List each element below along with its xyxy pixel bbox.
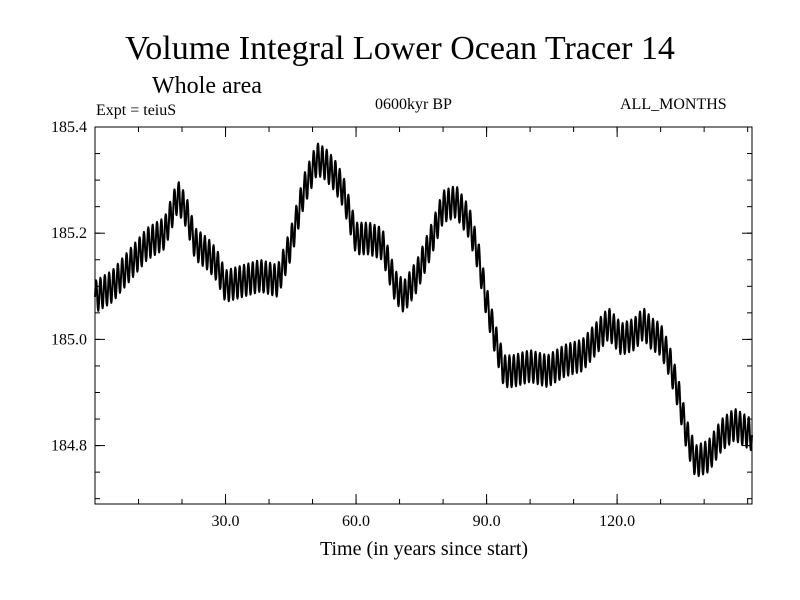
plot-frame	[94, 126, 753, 505]
y-tick-label: 184.8	[51, 438, 87, 455]
x-tick-label: 120.0	[599, 513, 635, 530]
months-label: ALL_MONTHS	[620, 96, 727, 113]
chart-title: Volume Integral Lower Ocean Tracer 14	[125, 30, 675, 67]
y-tick-label: 185.2	[51, 225, 87, 242]
x-tick-label: 90.0	[473, 513, 501, 530]
axis-tick-labels: 30.0 60.0 90.0 120.0 184.8 185.0 185.2 185.4	[51, 119, 635, 530]
experiment-label: Expt = teiuS	[96, 102, 177, 119]
chart-subtitle: Whole area	[152, 73, 262, 99]
period-label: 0600kyr BP	[375, 96, 452, 113]
x-tick-label: 30.0	[212, 513, 240, 530]
x-axis-label: Time (in years since start)	[319, 538, 529, 560]
x-tick-label: 60.0	[342, 513, 370, 530]
axis-ticks	[95, 126, 752, 504]
y-tick-label: 185.0	[51, 331, 87, 348]
series-line	[94, 142, 753, 478]
y-tick-label: 185.4	[51, 119, 87, 136]
